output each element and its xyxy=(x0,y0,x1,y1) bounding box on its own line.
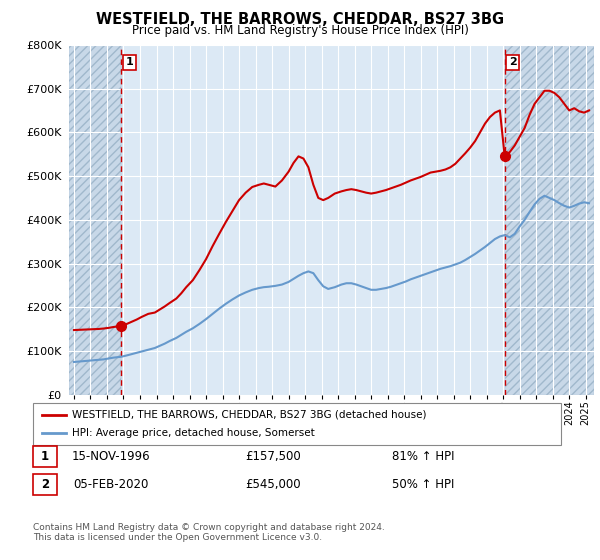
Text: £545,000: £545,000 xyxy=(245,478,301,491)
Bar xyxy=(505,45,594,395)
Bar xyxy=(505,45,594,395)
Bar xyxy=(69,45,121,395)
Text: 50% ↑ HPI: 50% ↑ HPI xyxy=(392,478,454,491)
Text: Price paid vs. HM Land Registry's House Price Index (HPI): Price paid vs. HM Land Registry's House … xyxy=(131,24,469,36)
Text: 1: 1 xyxy=(125,57,133,67)
Text: WESTFIELD, THE BARROWS, CHEDDAR, BS27 3BG (detached house): WESTFIELD, THE BARROWS, CHEDDAR, BS27 3B… xyxy=(72,410,427,420)
Text: This data is licensed under the Open Government Licence v3.0.: This data is licensed under the Open Gov… xyxy=(33,533,322,542)
Text: Contains HM Land Registry data © Crown copyright and database right 2024.: Contains HM Land Registry data © Crown c… xyxy=(33,523,385,532)
Text: 2: 2 xyxy=(509,57,517,67)
Text: 15-NOV-1996: 15-NOV-1996 xyxy=(71,450,151,463)
Text: WESTFIELD, THE BARROWS, CHEDDAR, BS27 3BG: WESTFIELD, THE BARROWS, CHEDDAR, BS27 3B… xyxy=(96,12,504,27)
Text: 81% ↑ HPI: 81% ↑ HPI xyxy=(392,450,454,463)
Text: 05-FEB-2020: 05-FEB-2020 xyxy=(73,478,149,491)
Text: 1: 1 xyxy=(41,450,49,463)
Bar xyxy=(69,45,121,395)
Text: 2: 2 xyxy=(41,478,49,491)
Text: £157,500: £157,500 xyxy=(245,450,301,463)
Text: HPI: Average price, detached house, Somerset: HPI: Average price, detached house, Some… xyxy=(72,428,315,438)
